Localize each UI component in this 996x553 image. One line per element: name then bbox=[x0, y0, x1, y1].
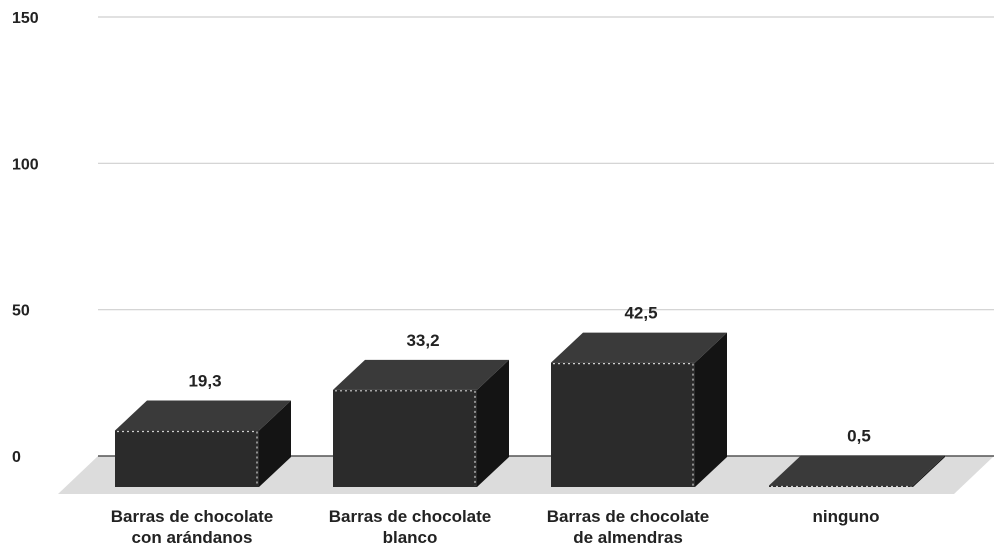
y-tick-label: 150 bbox=[12, 10, 39, 27]
x-category-label: Barras de chocolate bbox=[111, 507, 274, 526]
bar-top bbox=[769, 455, 945, 486]
x-category-label: blanco bbox=[383, 528, 438, 547]
bar-top bbox=[551, 332, 727, 363]
x-axis-categories: Barras de chocolate con arándanos Barras d… bbox=[111, 507, 880, 547]
data-label: 0,5 bbox=[847, 427, 871, 446]
bar-front bbox=[333, 389, 477, 487]
chart-floor bbox=[58, 456, 994, 494]
bars bbox=[115, 332, 945, 488]
bar-side bbox=[913, 455, 945, 487]
bar-front bbox=[115, 430, 259, 487]
data-label: 33,2 bbox=[406, 331, 439, 350]
x-category-label: ninguno bbox=[812, 507, 879, 526]
x-category-label: con arándanos bbox=[132, 528, 253, 547]
bar-top bbox=[115, 400, 291, 431]
y-axis-ticks: 0 50 100 150 bbox=[12, 10, 39, 466]
bar-side bbox=[695, 332, 727, 487]
bar-top bbox=[333, 359, 509, 390]
floor-plane bbox=[58, 456, 994, 494]
bar-side bbox=[259, 400, 291, 487]
x-category-label: Barras de chocolate bbox=[329, 507, 492, 526]
y-tick-label: 0 bbox=[12, 449, 21, 466]
y-tick-label: 50 bbox=[12, 303, 30, 320]
bar bbox=[115, 400, 291, 487]
bar bbox=[333, 359, 509, 487]
data-label: 19,3 bbox=[188, 372, 221, 391]
bar-front bbox=[551, 362, 695, 487]
x-category-label: Barras de chocolate bbox=[547, 507, 710, 526]
bar-side bbox=[477, 359, 509, 487]
y-tick-label: 100 bbox=[12, 156, 39, 173]
bar bbox=[551, 332, 727, 487]
data-label: 42,5 bbox=[624, 304, 657, 323]
gridlines bbox=[98, 16, 994, 457]
x-category-label: de almendras bbox=[573, 528, 683, 547]
bar bbox=[769, 455, 945, 488]
data-labels: 19,3 33,2 42,5 0,5 bbox=[188, 304, 870, 446]
